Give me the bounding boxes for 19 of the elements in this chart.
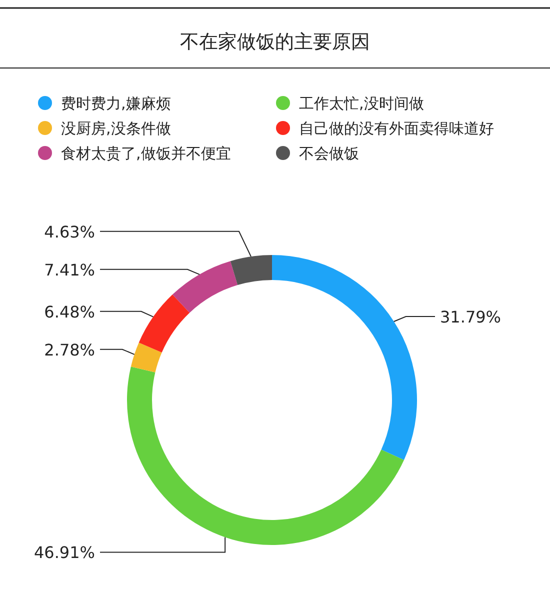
data-label: 46.91% bbox=[34, 543, 95, 562]
legend-label: 自己做的没有外面卖得味道好 bbox=[299, 120, 494, 138]
donut-slice bbox=[127, 366, 404, 545]
chart-title: 不在家做饭的主要原因 bbox=[180, 31, 370, 53]
donut-slice bbox=[130, 342, 162, 372]
donut-slice bbox=[138, 294, 190, 352]
legend-label: 没厨房,没条件做 bbox=[61, 120, 171, 138]
legend-label: 费时费力,嫌麻烦 bbox=[61, 94, 171, 112]
legend-label: 工作太忙,没时间做 bbox=[299, 94, 424, 112]
data-label: 4.63% bbox=[44, 222, 95, 242]
data-label: 7.41% bbox=[44, 260, 95, 280]
data-label: 31.79% bbox=[440, 308, 502, 326]
donut-slice bbox=[172, 261, 238, 313]
data-label: 6.48% bbox=[44, 302, 95, 322]
donut-slice bbox=[272, 255, 417, 460]
data-label: 2.78% bbox=[44, 340, 95, 360]
donut-slice bbox=[230, 255, 272, 286]
legend-label: 食材太贵了,做饭并不便宜 bbox=[61, 144, 231, 162]
legend-label: 不会做饭 bbox=[299, 144, 359, 162]
